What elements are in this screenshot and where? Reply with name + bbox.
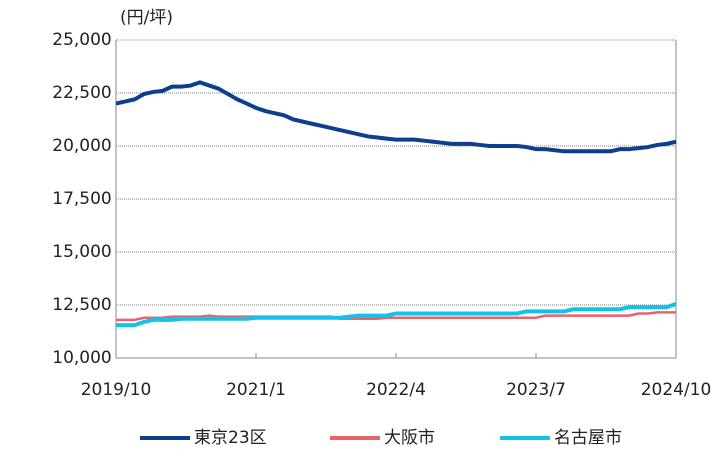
y-unit: (円/坪)	[120, 8, 173, 28]
y-tick-label: 10,000	[52, 348, 111, 368]
line-series	[116, 302, 677, 328]
x-tick-label: 2019/10	[81, 380, 152, 400]
line-series	[115, 80, 677, 154]
x-tick-label: 2021/1	[226, 380, 286, 400]
y-tick-label: 25,000	[52, 30, 111, 50]
line-series	[116, 311, 676, 322]
y-tick-label: 17,500	[52, 189, 111, 209]
x-tick-label: 2022/4	[366, 380, 426, 400]
x-tick-label: 2024/10	[641, 380, 712, 400]
y-tick-label: 20,000	[52, 136, 111, 156]
legend-label: 名古屋市	[554, 428, 622, 448]
y-tick-label: 15,000	[52, 242, 111, 262]
y-tick-label: 22,500	[52, 83, 111, 103]
legend-label: 東京23区	[194, 428, 267, 448]
x-tick-label: 2023/7	[506, 380, 566, 400]
legend-label: 大阪市	[384, 428, 435, 448]
y-tick-label: 12,500	[52, 295, 111, 315]
